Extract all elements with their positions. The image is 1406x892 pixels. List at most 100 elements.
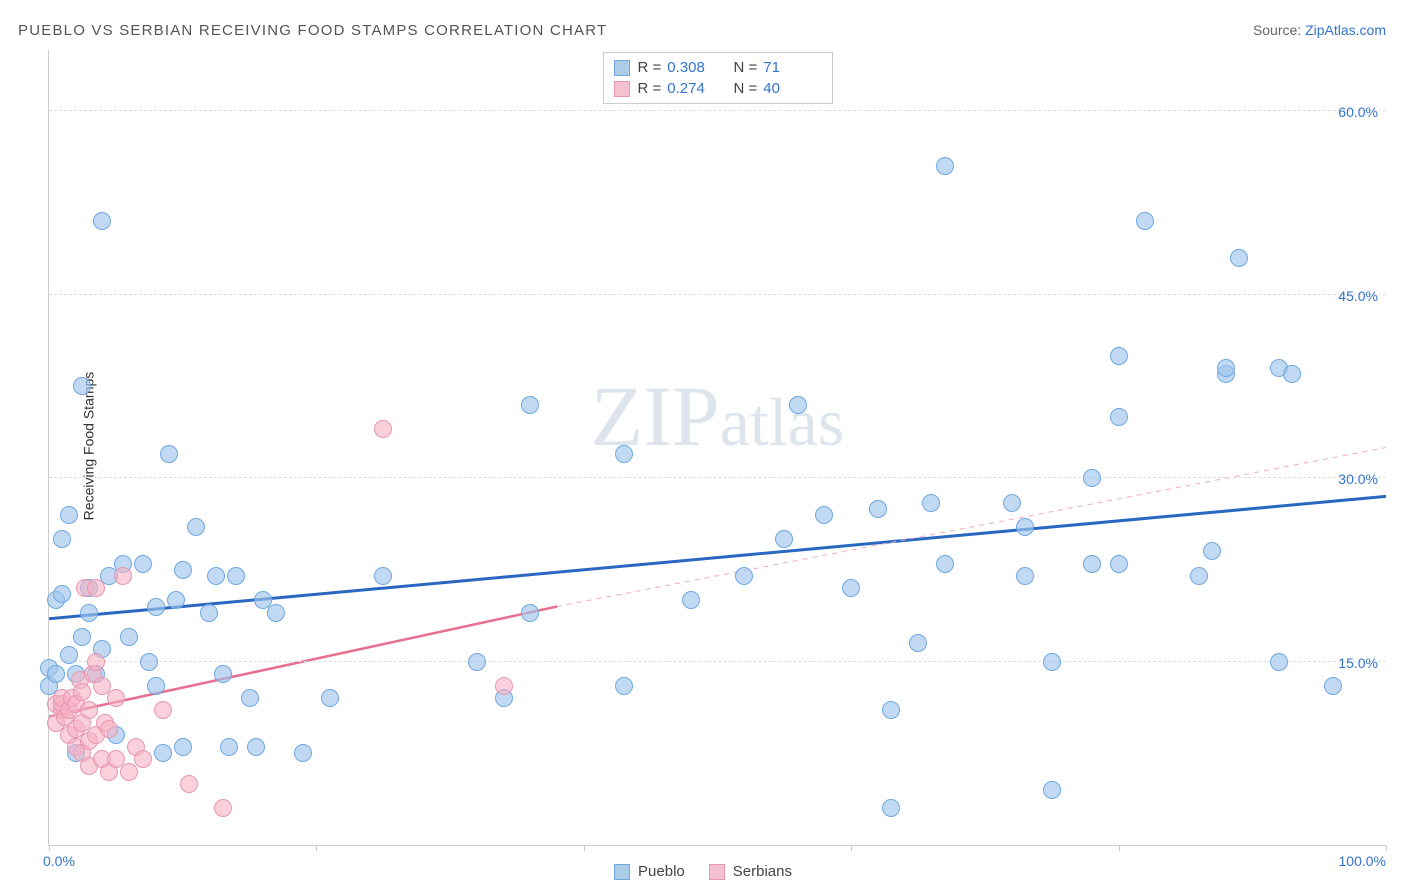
data-point (174, 561, 192, 579)
data-point (147, 598, 165, 616)
y-tick-label: 15.0% (1338, 655, 1378, 671)
data-point (200, 604, 218, 622)
data-point (1003, 494, 1021, 512)
data-point (53, 585, 71, 603)
legend-correlation: R = 0.308N = 71R = 0.274N = 40 (603, 52, 833, 104)
data-point (47, 665, 65, 683)
x-tick (584, 845, 585, 851)
data-point (775, 530, 793, 548)
data-point (615, 445, 633, 463)
data-point (220, 738, 238, 756)
data-point (882, 701, 900, 719)
gridline (49, 661, 1386, 662)
data-point (227, 567, 245, 585)
data-point (60, 506, 78, 524)
data-point (321, 689, 339, 707)
data-point (93, 212, 111, 230)
source-label: Source: (1253, 22, 1305, 38)
data-point (374, 420, 392, 438)
watermark-atlas: atlas (720, 384, 845, 460)
data-point (1136, 212, 1154, 230)
data-point (73, 377, 91, 395)
data-point (521, 396, 539, 414)
legend-n: N = 40 (734, 80, 822, 97)
x-tick (1119, 845, 1120, 851)
data-point (167, 591, 185, 609)
legend-series: Pueblo Serbians (614, 863, 792, 880)
legend-swatch (614, 60, 630, 76)
gridline (49, 110, 1386, 111)
data-point (815, 506, 833, 524)
x-tick (851, 845, 852, 851)
data-point (842, 579, 860, 597)
data-point (154, 701, 172, 719)
data-point (267, 604, 285, 622)
data-point (207, 567, 225, 585)
data-point (80, 701, 98, 719)
regression-lines (49, 50, 1386, 845)
data-point (180, 775, 198, 793)
data-point (294, 744, 312, 762)
data-point (1083, 469, 1101, 487)
data-point (1324, 677, 1342, 695)
data-point (1283, 365, 1301, 383)
data-point (214, 799, 232, 817)
data-point (882, 799, 900, 817)
data-point (1110, 408, 1128, 426)
data-point (374, 567, 392, 585)
data-point (154, 744, 172, 762)
data-point (1083, 555, 1101, 573)
data-point (100, 720, 118, 738)
legend-swatch (614, 81, 630, 97)
x-tick (1386, 845, 1387, 851)
data-point (247, 738, 265, 756)
data-point (241, 689, 259, 707)
legend-item: Serbians (709, 863, 792, 880)
data-point (87, 653, 105, 671)
legend-row: R = 0.274 N = 40 (614, 78, 822, 99)
legend-label: Pueblo (638, 863, 685, 880)
data-point (60, 646, 78, 664)
legend-swatch (614, 864, 630, 880)
data-point (1110, 347, 1128, 365)
data-point (909, 634, 927, 652)
regression-line (49, 496, 1386, 618)
legend-item: Pueblo (614, 863, 685, 880)
data-point (1203, 542, 1221, 560)
data-point (1270, 653, 1288, 671)
data-point (87, 579, 105, 597)
data-point (80, 604, 98, 622)
data-point (735, 567, 753, 585)
chart-title: PUEBLO VS SERBIAN RECEIVING FOOD STAMPS … (18, 22, 607, 39)
legend-n: N = 71 (734, 59, 822, 76)
source-attribution: Source: ZipAtlas.com (1253, 22, 1386, 38)
data-point (682, 591, 700, 609)
data-point (114, 567, 132, 585)
source-value: ZipAtlas.com (1305, 22, 1386, 38)
data-point (789, 396, 807, 414)
data-point (936, 555, 954, 573)
legend-r: R = 0.274 (638, 80, 726, 97)
gridline (49, 477, 1386, 478)
data-point (134, 750, 152, 768)
y-tick-label: 30.0% (1338, 471, 1378, 487)
gridline (49, 294, 1386, 295)
data-point (1190, 567, 1208, 585)
data-point (615, 677, 633, 695)
data-point (1110, 555, 1128, 573)
regression-line (557, 448, 1386, 607)
y-tick-label: 45.0% (1338, 288, 1378, 304)
x-tick (49, 845, 50, 851)
data-point (936, 157, 954, 175)
data-point (214, 665, 232, 683)
data-point (174, 738, 192, 756)
data-point (1016, 518, 1034, 536)
data-point (160, 445, 178, 463)
data-point (107, 689, 125, 707)
x-tick-label-max: 100.0% (1339, 853, 1386, 869)
watermark-zip: ZIP (591, 368, 720, 464)
data-point (1230, 249, 1248, 267)
y-tick-label: 60.0% (1338, 104, 1378, 120)
data-point (1217, 359, 1235, 377)
data-point (140, 653, 158, 671)
